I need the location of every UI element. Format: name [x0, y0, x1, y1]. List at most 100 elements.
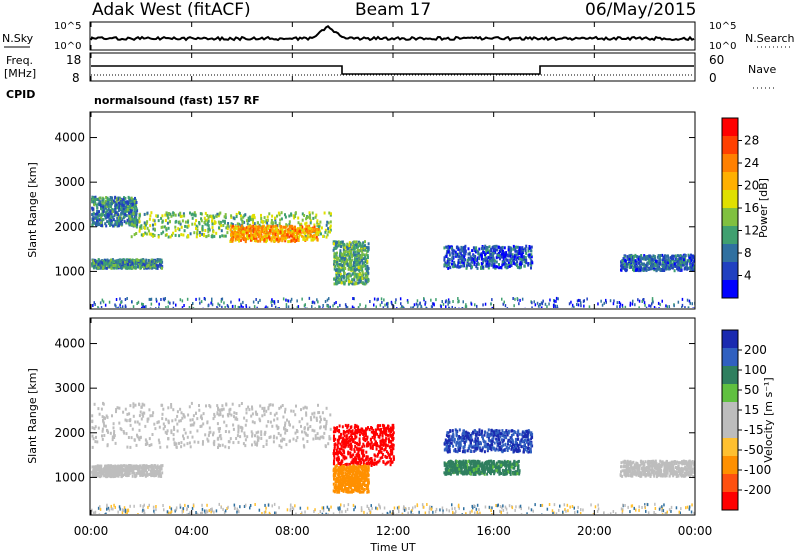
echo-cell: [276, 234, 279, 238]
echo-cell: [131, 215, 134, 219]
echo-cell: [94, 468, 97, 472]
echo-cell: [511, 253, 514, 257]
echo-cell: [260, 217, 263, 220]
echo-cell: [246, 228, 249, 232]
echo-cell: [136, 465, 139, 468]
echo-cell: [657, 301, 660, 305]
echo-cell: [276, 417, 279, 421]
echo-cell: [199, 415, 202, 419]
echo-cell: [104, 199, 107, 203]
echo-cell: [684, 306, 686, 308]
echo-cell: [491, 298, 493, 302]
echo-cell: [467, 252, 470, 256]
echo-cell: [270, 300, 272, 304]
echo-cell: [333, 267, 336, 271]
echo-cell: [339, 254, 342, 258]
echo-cell: [107, 198, 110, 202]
echo-cell: [218, 226, 220, 230]
echo-cell: [179, 407, 182, 411]
echo-cell: [521, 261, 524, 265]
echo-cell: [307, 235, 310, 239]
echo-cell: [205, 235, 208, 238]
echo-cell: [100, 207, 103, 211]
echo-cell: [644, 303, 646, 307]
echo-cell: [493, 246, 496, 250]
echo-cell: [324, 424, 327, 428]
echo-cell: [164, 297, 166, 300]
echo-cell: [114, 206, 117, 210]
echo-cell: [119, 297, 121, 301]
echo-cell: [286, 418, 288, 422]
echo-cell: [366, 254, 369, 258]
echo-cell: [577, 303, 580, 307]
echo-cell: [216, 422, 219, 426]
echo-cell: [131, 222, 133, 226]
echo-cell: [490, 302, 492, 306]
echo-cell: [440, 305, 442, 308]
echo-cell: [238, 404, 241, 408]
echo-cell: [486, 263, 488, 266]
echo-cell: [315, 232, 318, 236]
echo-cell: [138, 216, 141, 220]
echo-cell: [150, 297, 153, 301]
echo-cell: [115, 199, 118, 203]
echo-cell: [447, 266, 450, 270]
echo-cell: [142, 303, 144, 306]
echo-cell: [148, 464, 151, 468]
echo-cell: [121, 201, 124, 205]
echo-cell: [659, 303, 661, 307]
echo-cell: [270, 239, 273, 243]
echo-cell: [208, 426, 211, 430]
echo-cell: [140, 224, 143, 228]
echo-cell: [97, 306, 99, 308]
echo-cell: [255, 298, 257, 301]
echo-cell: [327, 305, 330, 308]
echo-cell: [519, 298, 521, 302]
echo-cell: [355, 263, 358, 267]
echo-cell: [95, 216, 97, 220]
echo-cell: [301, 297, 303, 301]
echo-cell: [112, 426, 115, 430]
echo-cell: [253, 236, 256, 240]
echo-cell: [121, 305, 124, 308]
echo-cell: [326, 304, 328, 308]
echo-cell: [135, 471, 138, 475]
echo-cell: [220, 437, 223, 441]
echo-cell: [299, 229, 301, 233]
echo-cell: [92, 437, 95, 441]
echo-cell: [325, 223, 328, 227]
echo-cell: [284, 421, 287, 425]
echo-cell: [208, 431, 211, 435]
echo-cell: [139, 263, 142, 267]
echo-cell: [672, 260, 675, 264]
echo-feature: [332, 423, 395, 467]
echo-cell: [641, 262, 644, 266]
echo-cell: [555, 299, 557, 303]
echo-cell: [305, 406, 308, 410]
echo-cell: [216, 306, 218, 308]
echo-cell: [103, 434, 106, 437]
echo-cell: [626, 265, 629, 269]
echo-cell: [137, 262, 140, 266]
echo-cell: [341, 256, 343, 260]
echo-cell: [116, 206, 119, 210]
echo-cell: [102, 402, 105, 406]
echo-cell: [435, 298, 437, 302]
echo-cell: [134, 224, 136, 228]
echo-cell: [101, 261, 104, 265]
echo-cell: [353, 307, 355, 308]
echo-cell: [103, 205, 106, 209]
echo-cell: [513, 304, 515, 308]
echo-cell: [193, 440, 196, 444]
echo-cell: [290, 409, 293, 413]
echo-cell: [115, 266, 118, 270]
echo-cell: [157, 438, 160, 442]
echo-cell: [453, 249, 456, 253]
echo-cell: [140, 466, 143, 470]
echo-cell: [369, 300, 371, 303]
echo-cell: [245, 238, 247, 242]
echo-cell: [245, 305, 248, 308]
echo-cell: [281, 236, 284, 240]
echo-cell: [660, 269, 663, 272]
echo-cell: [92, 259, 95, 263]
